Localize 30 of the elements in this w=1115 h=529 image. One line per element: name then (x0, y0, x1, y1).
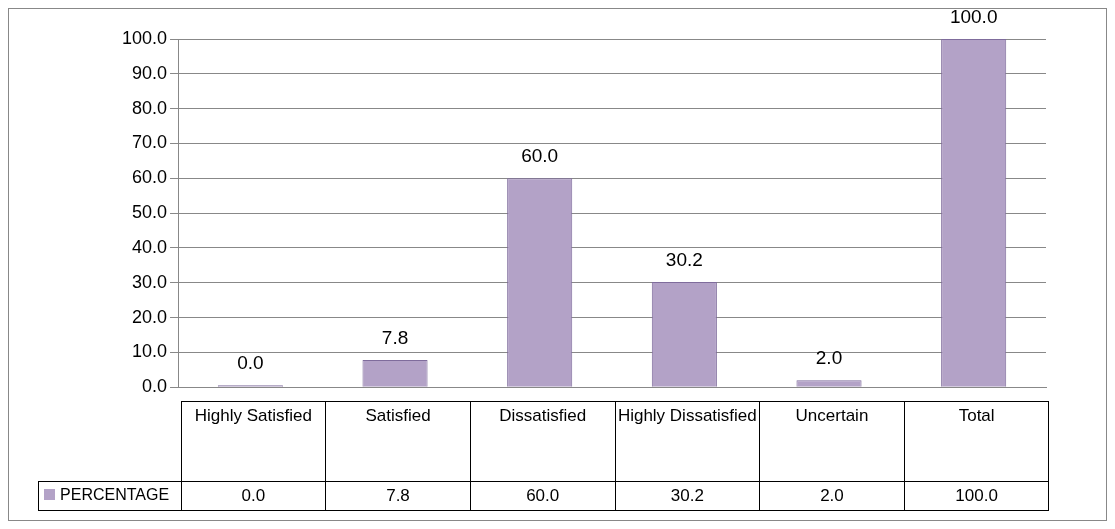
legend-label: PERCENTAGE (38, 481, 182, 511)
y-tick-label: 100.0 (122, 27, 168, 48)
x-tick-label: Uncertain (759, 401, 905, 482)
text: 7.8 (381, 326, 409, 348)
data-label: 0.0 (181, 481, 326, 511)
text: 0.0 (237, 351, 264, 373)
data-label: 60.0 (470, 481, 615, 511)
y-tick-label: 50.0 (132, 202, 168, 223)
text: 100.0 (949, 5, 998, 27)
data-label: 30.2 (615, 481, 760, 511)
y-tick-label: 30.0 (132, 271, 168, 292)
data-label: 7.8 (325, 481, 471, 511)
text: 60.0 (521, 145, 559, 167)
y-tick-label: 20.0 (132, 306, 168, 327)
x-tick-label: Highly Satisfied (181, 401, 326, 482)
x-tick-label: Total (904, 401, 1049, 482)
y-tick-label: 70.0 (132, 132, 168, 153)
x-tick-label: Satisfied (325, 401, 471, 482)
x-tick-label: Dissatisfied (470, 401, 615, 482)
y-tick-label: 10.0 (132, 341, 168, 362)
y-tick-label: 90.0 (132, 62, 168, 83)
data-label: 100.0 (904, 481, 1049, 511)
data-label: 2.0 (759, 481, 905, 511)
y-tick-label: 40.0 (132, 236, 168, 257)
y-tick-label: 0.0 (142, 376, 168, 397)
text: 2.0 (815, 346, 843, 368)
y-tick-label: 80.0 (132, 97, 168, 118)
x-tick-label: Highly Dissatisfied (615, 401, 760, 482)
y-tick-label: 60.0 (132, 167, 168, 188)
text: 30.2 (665, 248, 703, 270)
